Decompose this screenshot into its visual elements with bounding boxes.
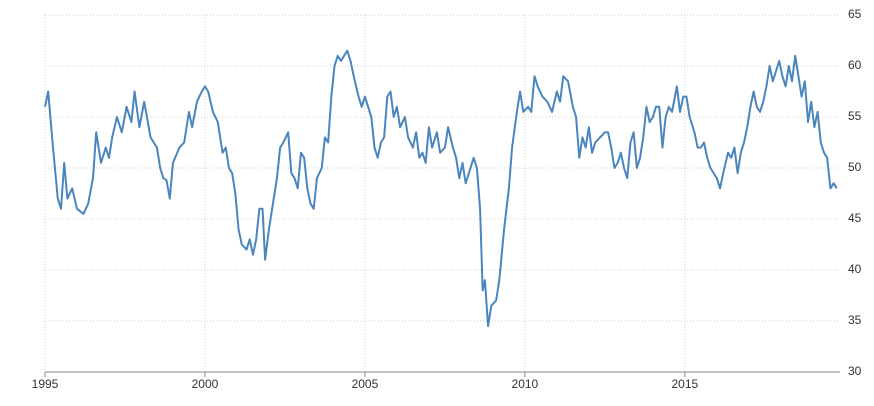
x-tick-label: 2015 bbox=[671, 377, 698, 391]
y-tick-label: 50 bbox=[848, 160, 862, 174]
x-tick-label: 2005 bbox=[352, 377, 379, 391]
line-series bbox=[44, 49, 838, 328]
y-tick-label: 40 bbox=[848, 262, 862, 276]
y-tick-label: 55 bbox=[848, 109, 862, 123]
y-tick-label: 35 bbox=[848, 313, 862, 327]
x-tick-label: 2010 bbox=[512, 377, 539, 391]
y-tick-label: 60 bbox=[848, 58, 862, 72]
x-tick-label: 1995 bbox=[32, 377, 59, 391]
y-tick-label: 30 bbox=[848, 364, 862, 378]
y-tick-label: 45 bbox=[848, 211, 862, 225]
y-tick-label: 65 bbox=[848, 7, 862, 21]
x-tick-label: 2000 bbox=[192, 377, 219, 391]
